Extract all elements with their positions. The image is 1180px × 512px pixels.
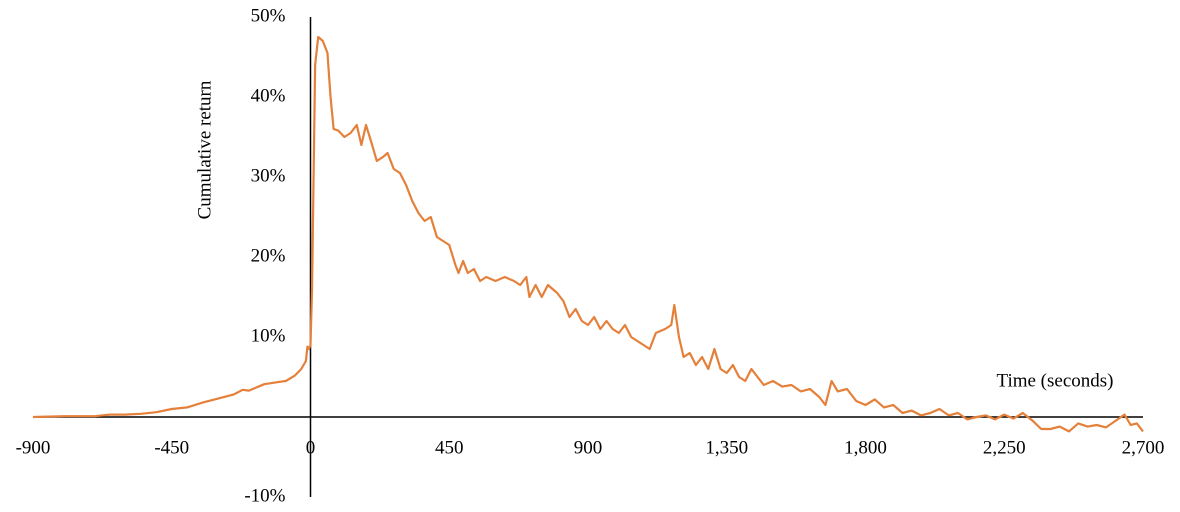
y-axis-label: Cumulative return [194,80,215,219]
x-tick-label: -900 [16,437,51,458]
x-axis-label: Time (seconds) [997,370,1114,391]
y-tick-label: 50% [251,5,286,26]
x-tick-label: 0 [306,437,316,458]
x-tick-label: -450 [154,437,189,458]
x-tick-label: 1,350 [705,437,748,458]
y-tick-label: 40% [251,85,286,106]
x-tick-label: 1,800 [844,437,887,458]
y-tick-label: 30% [251,165,286,186]
y-tick-label: -10% [244,485,285,506]
x-tick-label: 900 [574,437,603,458]
x-tick-label: 2,700 [1122,437,1165,458]
x-tick-label: 2,250 [983,437,1026,458]
x-tick-label: 450 [435,437,464,458]
line-series [32,35,1144,433]
y-tick-label: 10% [251,325,286,346]
y-tick-label: 20% [251,245,286,266]
